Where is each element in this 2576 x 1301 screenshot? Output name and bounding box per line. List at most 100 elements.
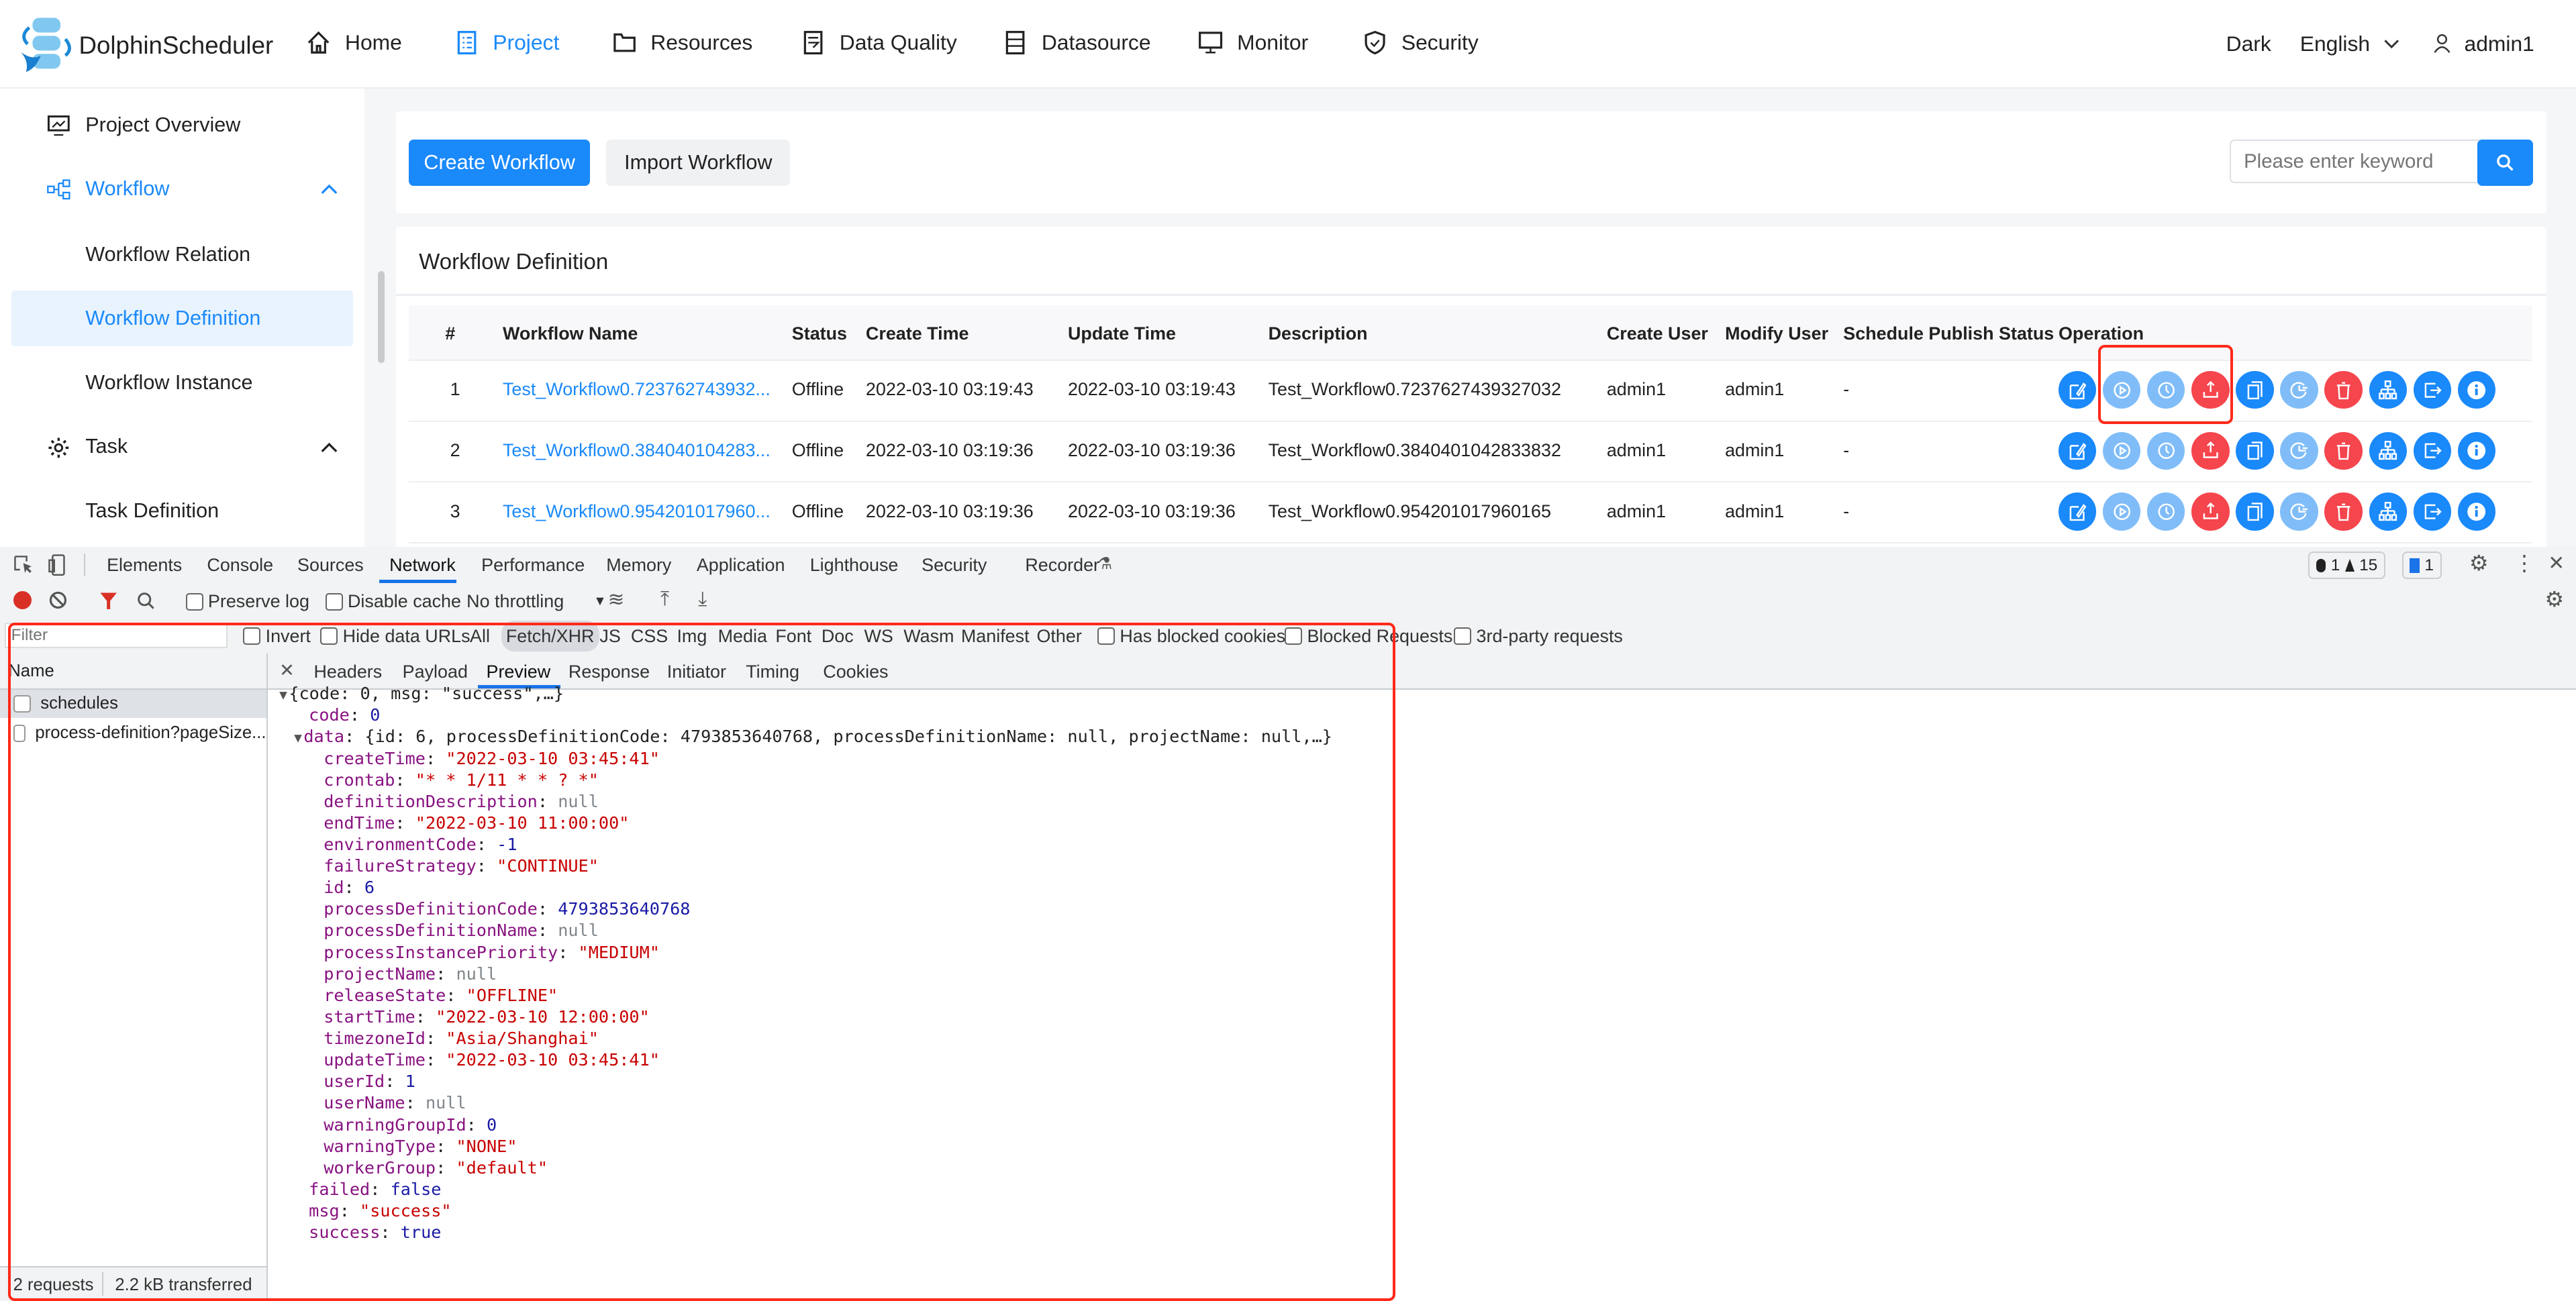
copy-button[interactable] xyxy=(2236,431,2274,470)
devtools-tab-network[interactable]: Network xyxy=(389,555,456,576)
trash-button[interactable] xyxy=(2324,371,2363,409)
copy-button[interactable] xyxy=(2236,492,2274,531)
inspect-element-icon[interactable] xyxy=(13,555,33,574)
detail-tab-cookies[interactable]: Cookies xyxy=(823,662,889,682)
device-toggle-icon[interactable] xyxy=(48,554,67,576)
detail-tab-preview[interactable]: Preview xyxy=(486,662,551,682)
sidebar-item-task[interactable]: Task xyxy=(0,419,364,474)
copy-button[interactable] xyxy=(2236,371,2274,409)
filter-icon[interactable] xyxy=(99,591,118,611)
theme-toggle[interactable]: Dark xyxy=(2226,31,2271,56)
sidebar-item-task-definition[interactable]: Task Definition xyxy=(0,483,364,539)
devtools-tab-memory[interactable]: Memory xyxy=(606,555,672,576)
edit-button[interactable] xyxy=(2058,431,2097,470)
clear-icon[interactable] xyxy=(49,591,67,609)
import-workflow-button[interactable]: Import Workflow xyxy=(606,140,791,186)
user-menu[interactable]: admin1 xyxy=(2433,32,2534,56)
export-har-icon[interactable]: ⤓ xyxy=(698,588,707,611)
create-workflow-button[interactable]: Create Workflow xyxy=(409,140,590,186)
hide-data-urls-checkbox[interactable]: Hide data URLs xyxy=(320,626,470,647)
devtools-tab-performance[interactable]: Performance xyxy=(481,555,585,576)
filter-type-js[interactable]: JS xyxy=(599,625,621,646)
close-devtools-icon[interactable]: ✕ xyxy=(2548,552,2565,575)
issues-counter[interactable]: 1 15 xyxy=(2308,552,2386,580)
devtools-tab-sources[interactable]: Sources xyxy=(297,555,364,576)
filter-type-font[interactable]: Font xyxy=(775,625,812,646)
request-row[interactable]: schedules xyxy=(0,690,266,718)
sitemap-button[interactable] xyxy=(2369,371,2407,409)
filter-type-all[interactable]: All xyxy=(470,625,490,646)
filter-type-manifest[interactable]: Manifest xyxy=(960,625,1030,646)
play-button[interactable] xyxy=(2103,492,2141,531)
nav-resources[interactable]: Resources xyxy=(611,30,752,56)
devtools-tab-recorder[interactable]: Recorder xyxy=(1025,555,1100,576)
devtools-tab-application[interactable]: Application xyxy=(696,555,785,576)
nav-home[interactable]: Home xyxy=(305,30,402,56)
clock-button[interactable] xyxy=(2147,431,2185,470)
clock-button[interactable] xyxy=(2147,371,2185,409)
third-party-requests-checkbox[interactable]: 3rd-party requests xyxy=(1454,626,1623,647)
sitemap-button[interactable] xyxy=(2369,492,2407,531)
filter-type-img[interactable]: Img xyxy=(677,625,707,646)
network-conditions-icon[interactable]: ≋ xyxy=(607,588,625,611)
play-button[interactable] xyxy=(2103,371,2141,409)
info-button[interactable] xyxy=(2457,431,2496,470)
sidebar-item-workflow-relation[interactable]: Workflow Relation xyxy=(0,227,364,282)
language-select[interactable]: English xyxy=(2300,32,2399,56)
trash-button[interactable] xyxy=(2324,492,2363,531)
workflow-name-link[interactable]: Test_Workflow0.384040104283... xyxy=(502,439,771,460)
timer-button[interactable] xyxy=(2280,431,2318,470)
timer-button[interactable] xyxy=(2280,492,2318,531)
edit-button[interactable] xyxy=(2058,492,2097,531)
disable-cache-checkbox[interactable]: Disable cache xyxy=(325,591,461,612)
detail-tab-payload[interactable]: Payload xyxy=(402,662,468,682)
timer-button[interactable] xyxy=(2280,371,2318,409)
name-column-header[interactable]: Name xyxy=(8,662,54,681)
upload-button[interactable] xyxy=(2191,492,2230,531)
filter-type-fetch-xhr[interactable]: Fetch/XHR xyxy=(501,621,599,652)
filter-type-wasm[interactable]: Wasm xyxy=(903,625,954,646)
has-blocked-cookies-checkbox[interactable]: Has blocked cookies xyxy=(1097,626,1285,647)
export-button[interactable] xyxy=(2413,431,2451,470)
invert-checkbox[interactable]: Invert xyxy=(243,626,311,647)
filter-type-other[interactable]: Other xyxy=(1036,625,1082,646)
clock-button[interactable] xyxy=(2147,492,2185,531)
sitemap-button[interactable] xyxy=(2369,431,2407,470)
nav-security[interactable]: Security xyxy=(1362,30,1479,56)
play-button[interactable] xyxy=(2103,431,2141,470)
info-button[interactable] xyxy=(2457,371,2496,409)
throttling-select[interactable]: No throttling ▼ xyxy=(466,591,607,612)
filter-type-ws[interactable]: WS xyxy=(864,625,893,646)
devtools-tab-lighthouse[interactable]: Lighthouse xyxy=(809,555,899,576)
expand-triangle-icon[interactable]: ▼ xyxy=(294,730,302,746)
detail-tab-headers[interactable]: Headers xyxy=(313,662,383,682)
close-detail-icon[interactable]: ✕ xyxy=(279,660,295,680)
preserve-log-checkbox[interactable]: Preserve log xyxy=(185,591,309,612)
sidebar-scrollbar[interactable] xyxy=(377,270,385,363)
workflow-name-link[interactable]: Test_Workflow0.954201017960... xyxy=(502,501,771,521)
request-row[interactable]: process-definition?pageSize... xyxy=(0,719,266,747)
info-button[interactable] xyxy=(2457,492,2496,531)
export-button[interactable] xyxy=(2413,371,2451,409)
devtools-tab-console[interactable]: Console xyxy=(207,555,274,576)
nav-project[interactable]: Project xyxy=(454,30,559,56)
detail-tab-response[interactable]: Response xyxy=(568,662,650,682)
messages-counter[interactable]: 1 xyxy=(2401,552,2442,580)
search-button[interactable] xyxy=(2477,140,2534,186)
json-expandable-node[interactable]: ▼ data: {id: 6, processDefinitionCode: 47… xyxy=(294,727,1332,747)
sidebar-item-project-overview[interactable]: Project Overview xyxy=(0,97,364,152)
edit-button[interactable] xyxy=(2058,371,2097,409)
trash-button[interactable] xyxy=(2324,431,2363,470)
devtools-tab-security[interactable]: Security xyxy=(922,555,987,576)
dolphinscheduler-logo[interactable] xyxy=(16,16,75,77)
json-expandable-node[interactable]: ▼ {code: 0, msg: "success",…} xyxy=(279,683,564,706)
settings-gear-icon[interactable]: ⚙ xyxy=(2469,550,2489,575)
network-settings-gear-icon[interactable]: ⚙ xyxy=(2544,586,2565,611)
export-button[interactable] xyxy=(2413,492,2451,531)
workflow-name-link[interactable]: Test_Workflow0.723762743932... xyxy=(502,379,771,400)
filter-input[interactable] xyxy=(5,622,228,648)
detail-tab-initiator[interactable]: Initiator xyxy=(666,662,726,682)
devtools-tab-elements[interactable]: Elements xyxy=(107,555,183,576)
expand-triangle-icon[interactable]: ▼ xyxy=(279,687,287,703)
filter-type-css[interactable]: CSS xyxy=(630,625,668,646)
